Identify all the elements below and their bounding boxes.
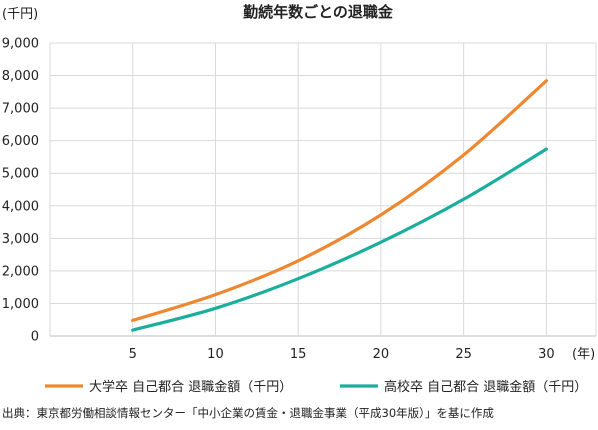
x-tick-label: 10 [207, 347, 224, 362]
x-tick-label: 20 [373, 347, 390, 362]
y-tick-label: 3,000 [2, 232, 39, 247]
legend-label-1: 大学卒 自己都合 退職金額（千円） [89, 379, 292, 395]
y-tick-label: 8,000 [2, 69, 39, 84]
x-tick-label: 15 [290, 347, 307, 362]
series-line-1 [133, 81, 547, 321]
source-note: 出典：東京都労働相談情報センター「中小企業の賃金・退職金事業（平成30年版）」を… [2, 406, 494, 420]
y-tick-label: 6,000 [2, 134, 39, 149]
chart-title: 勤続年数ごとの退職金 [243, 3, 394, 21]
legend-label-2: 高校卒 自己都合 退職金額（千円） [384, 379, 587, 395]
y-tick-label: 0 [31, 330, 39, 345]
y-tick-label: 7,000 [2, 102, 39, 117]
y-tick-label: 4,000 [2, 199, 39, 214]
y-tick-label: 5,000 [2, 167, 39, 182]
gridlines [50, 43, 596, 336]
y-axis-tick-labels: 0 1,000 2,000 3,000 4,000 5,000 6,000 7,000 8,00… [2, 37, 39, 345]
y-axis-unit: (千円) [2, 7, 38, 22]
x-tick-label: 30 [538, 347, 555, 362]
y-tick-label: 2,000 [2, 264, 39, 279]
x-axis-tick-labels: 5 10 15 20 25 30 [129, 347, 555, 362]
x-tick-label: 5 [129, 347, 137, 362]
x-tick-label: 25 [455, 347, 472, 362]
y-tick-label: 9,000 [2, 37, 39, 52]
y-tick-label: 1,000 [2, 297, 39, 312]
x-axis-unit: (年) [572, 347, 595, 362]
legend: 大学卒 自己都合 退職金額（千円） 高校卒 自己都合 退職金額（千円） [45, 379, 587, 395]
